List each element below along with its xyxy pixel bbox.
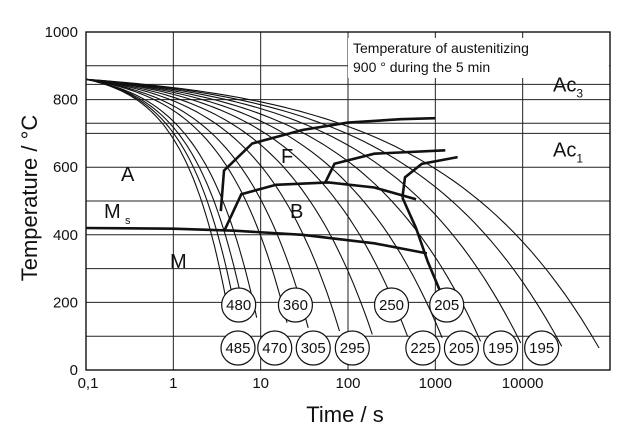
hardness-marker: 205 [444, 331, 478, 365]
y-tick-label: 1000 [45, 24, 78, 41]
austenitizing-note-line-2: 900 ° during the 5 min [353, 59, 490, 75]
critical-temperature-subscript: 1 [576, 151, 583, 165]
hardness-marker: 250 [375, 288, 409, 322]
cooling-curves [86, 79, 599, 348]
region-label-bainite: B [290, 201, 303, 223]
hardness-circles: 480 360 250 205 485 470 305 295 225 205 195 195 [221, 288, 559, 365]
x-tick-label: 100 [335, 375, 360, 392]
x-axis-title: Time / s [306, 402, 383, 427]
critical-temperature-label: Ac1 [553, 139, 583, 165]
hardness-value: 480 [226, 297, 251, 314]
y-tick-label: 800 [53, 92, 78, 109]
x-tick-label: 10 [252, 375, 269, 392]
x-tick-label: 0,1 [78, 375, 99, 392]
cooling-curve [86, 79, 562, 346]
hardness-marker: 195 [525, 331, 559, 365]
transformation-line [224, 182, 416, 231]
hardness-value: 305 [301, 340, 326, 357]
transformation-line [325, 150, 445, 182]
hardness-marker: 295 [335, 331, 369, 365]
transformation-line [86, 228, 427, 253]
hardness-value: 205 [434, 297, 459, 314]
cooling-curve [86, 79, 226, 299]
hardness-value: 470 [262, 340, 287, 357]
hardness-marker: 480 [222, 288, 256, 322]
hardness-value: 225 [410, 340, 435, 357]
hardness-marker: 470 [258, 331, 292, 365]
region-label-ms: M [104, 201, 121, 223]
hardness-value: 205 [449, 340, 474, 357]
hardness-value: 250 [379, 297, 404, 314]
y-tick-label: 400 [53, 227, 78, 244]
region-label-ferrite: F [281, 146, 293, 168]
y-axis-title: Temperature / °C [17, 115, 42, 282]
region-label-martensite: M [170, 251, 187, 273]
region-label-ms-sub: s [125, 215, 131, 227]
hardness-value: 485 [225, 340, 250, 357]
austenitizing-note-line-1: Temperature of austenitizing [353, 40, 529, 56]
grid-lines [86, 32, 610, 370]
region-label-austenite: A [121, 164, 135, 186]
hardness-marker: 225 [406, 331, 440, 365]
hardness-marker: 195 [484, 331, 518, 365]
hardness-marker: 485 [221, 331, 255, 365]
hardness-marker: 305 [296, 331, 330, 365]
y-tick-label: 200 [53, 294, 78, 311]
hardness-value: 195 [529, 340, 554, 357]
hardness-value: 195 [488, 340, 513, 357]
x-tick-label: 1000 [419, 375, 452, 392]
x-tick-label: 10000 [502, 375, 544, 392]
critical-temperature-label: Ac3 [553, 74, 583, 100]
x-tick-label: 1 [169, 375, 177, 392]
hardness-marker: 360 [278, 288, 312, 322]
critical-temperature-subscript: 3 [576, 86, 583, 100]
hardness-value: 360 [283, 297, 308, 314]
transformation-lines [86, 118, 458, 292]
y-tick-label: 600 [53, 159, 78, 176]
hardness-value: 295 [340, 340, 365, 357]
hardness-marker: 205 [430, 288, 464, 322]
